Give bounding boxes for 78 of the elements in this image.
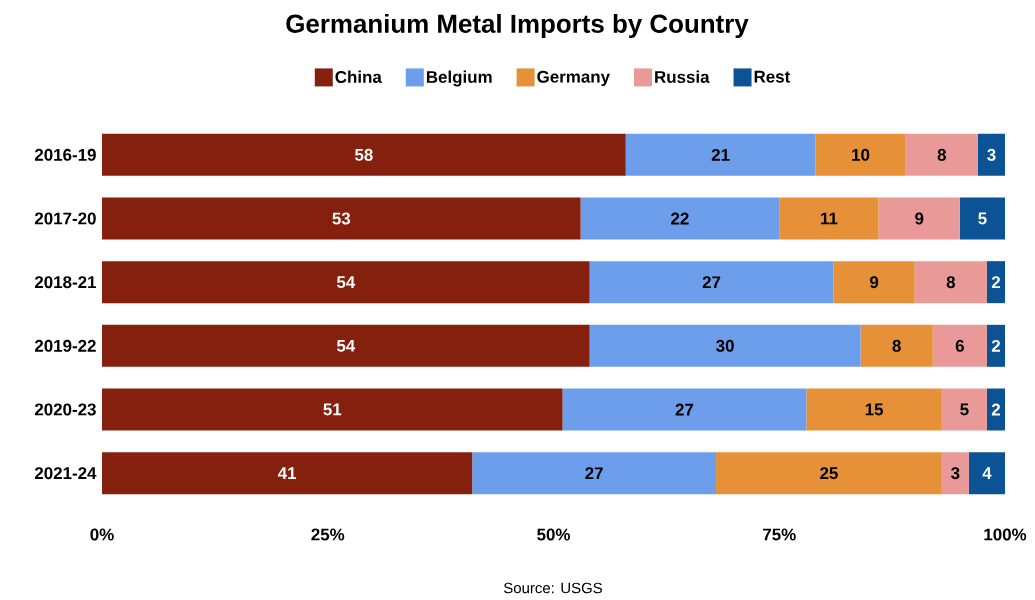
bar — [806, 388, 942, 431]
bar — [932, 324, 987, 367]
bar — [986, 388, 1006, 431]
data-label: 58 — [354, 148, 373, 161]
data-label: 4 — [982, 467, 992, 479]
data-label: 54 — [336, 276, 356, 289]
data-label: 27 — [702, 276, 721, 289]
source-note: Source: USGS — [503, 582, 602, 594]
data-label: 5 — [978, 212, 987, 225]
y-tick-label: 2019-22 — [34, 339, 96, 352]
x-tick-label: 0% — [90, 528, 114, 541]
bar — [968, 452, 1006, 495]
bar — [833, 261, 915, 304]
data-label: 30 — [716, 339, 734, 352]
bar — [878, 197, 960, 240]
bar — [941, 452, 969, 495]
data-label: 22 — [671, 212, 689, 225]
bar — [941, 388, 987, 431]
legend-label: China — [335, 70, 382, 83]
y-tick-label: 2020-23 — [34, 403, 96, 416]
bar — [102, 452, 473, 495]
x-tick-label: 25% — [311, 528, 345, 541]
data-label: 2 — [991, 276, 1001, 289]
data-label: 21 — [711, 148, 730, 161]
bar — [716, 452, 942, 495]
x-tick-label: 50% — [537, 528, 570, 541]
chart-title: Germanium Metal Imports by Country — [286, 13, 749, 39]
data-label: 3 — [987, 148, 996, 161]
bar — [472, 452, 717, 495]
bar — [959, 197, 1006, 240]
data-label: 53 — [332, 212, 351, 225]
y-tick-label: 2016-19 — [34, 148, 96, 161]
bar — [625, 133, 816, 176]
data-label: 2 — [991, 403, 1001, 416]
data-label: 8 — [937, 148, 946, 161]
x-tick-label: 100% — [984, 528, 1027, 541]
legend-label: Rest — [754, 70, 791, 83]
bar — [102, 324, 590, 367]
legend-label: Belgium — [426, 70, 492, 87]
bar — [986, 261, 1006, 304]
bar — [580, 197, 780, 240]
y-tick-label: 2018-21 — [34, 276, 97, 289]
data-label: 9 — [915, 212, 924, 225]
data-label: 25 — [820, 467, 838, 480]
data-label: 9 — [869, 276, 879, 289]
data-label: 27 — [675, 403, 694, 416]
data-label: 51 — [323, 403, 342, 416]
bar — [562, 388, 807, 431]
bar — [102, 197, 581, 240]
data-label: 2 — [991, 339, 1001, 352]
bar — [102, 261, 590, 304]
bar — [589, 324, 861, 367]
legend-label: Germany — [537, 70, 610, 87]
data-label: 5 — [960, 403, 969, 416]
data-label: 3 — [951, 467, 960, 480]
bar — [815, 133, 906, 176]
bar — [102, 388, 563, 431]
y-tick-label: 2021-24 — [34, 467, 97, 480]
legend-label: Russia — [655, 70, 710, 83]
bar — [860, 324, 933, 367]
y-tick-label: 2017-20 — [34, 212, 96, 225]
data-label: 11 — [821, 212, 838, 225]
bar — [102, 133, 626, 176]
data-label: 15 — [865, 403, 884, 416]
bar — [977, 133, 1006, 176]
bar — [914, 261, 987, 304]
data-label: 6 — [955, 339, 964, 352]
data-label: 41 — [277, 467, 297, 479]
data-label: 27 — [585, 467, 603, 480]
bar — [589, 261, 834, 304]
bar — [905, 133, 978, 176]
data-label: 8 — [892, 339, 901, 352]
bar — [986, 324, 1006, 367]
data-label: 10 — [852, 148, 870, 161]
x-tick-label: 75% — [763, 528, 796, 541]
data-label: 8 — [946, 276, 956, 289]
data-label: 54 — [336, 339, 356, 352]
bar — [779, 197, 879, 240]
